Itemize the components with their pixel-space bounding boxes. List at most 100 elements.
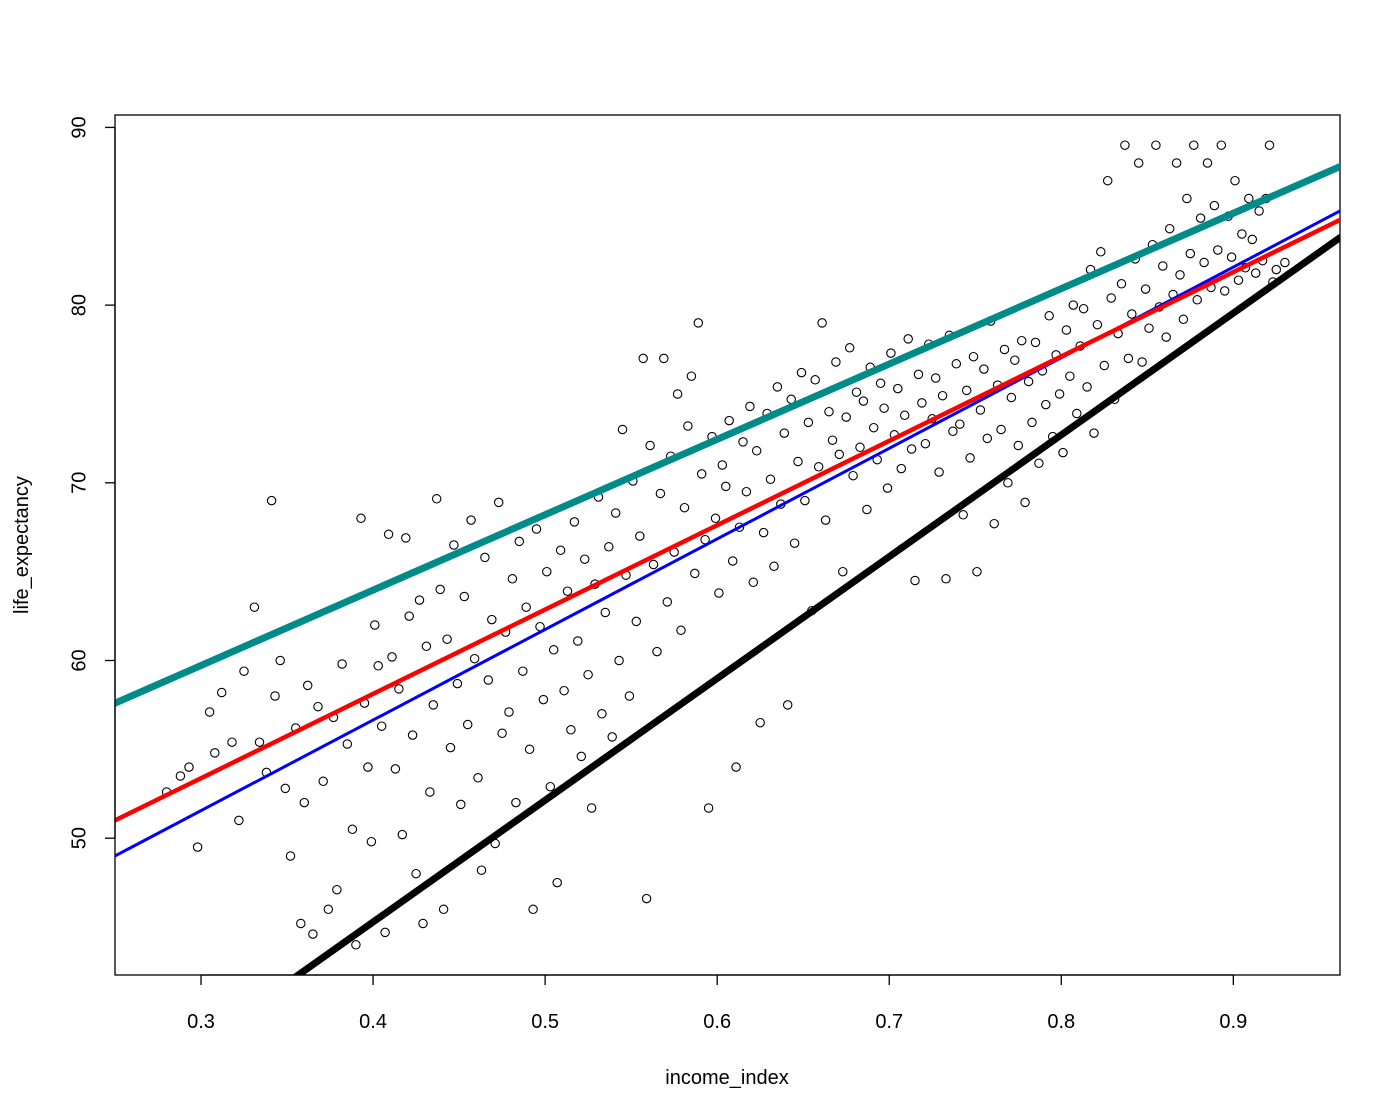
data-point <box>1061 325 1072 335</box>
data-point <box>459 591 470 602</box>
data-point <box>483 675 494 685</box>
data-point <box>617 424 628 435</box>
data-point <box>442 634 452 644</box>
data-point <box>690 568 700 579</box>
data-point <box>645 440 655 451</box>
data-point <box>1233 275 1244 285</box>
data-point <box>1216 140 1227 150</box>
data-point <box>652 646 662 657</box>
data-point <box>296 918 306 929</box>
data-point <box>679 502 690 513</box>
data-point <box>676 625 686 636</box>
data-point <box>394 684 404 694</box>
regression-line-4 <box>292 234 1340 975</box>
data-point <box>210 748 220 758</box>
data-point <box>683 421 693 431</box>
data-point <box>514 536 525 547</box>
y-axis: 50 60 70 80 90 <box>68 116 116 849</box>
data-point <box>302 680 313 691</box>
data-point <box>848 470 858 481</box>
data-point <box>751 446 762 456</box>
data-point <box>968 351 979 362</box>
data-point <box>1096 247 1106 257</box>
data-point <box>1247 234 1258 245</box>
data-point <box>817 318 827 328</box>
data-point <box>827 435 838 445</box>
data-point <box>662 597 673 607</box>
data-point <box>731 762 741 772</box>
data-point <box>1006 392 1017 403</box>
data-point <box>724 415 734 426</box>
data-point <box>824 406 834 417</box>
data-point <box>765 474 776 485</box>
data-point <box>1030 337 1041 348</box>
x-tick-label: 0.8 <box>1047 1011 1075 1033</box>
data-point <box>738 437 748 447</box>
data-point <box>930 373 941 383</box>
data-point <box>858 396 869 406</box>
data-point <box>356 513 366 524</box>
data-point <box>782 700 793 710</box>
data-point <box>538 694 549 705</box>
data-point <box>820 515 831 525</box>
data-point <box>1151 140 1161 150</box>
data-point <box>586 803 597 813</box>
data-point <box>266 495 277 506</box>
x-axis: 0.3 0.4 0.5 0.6 0.7 0.8 0.9 <box>187 974 1247 1033</box>
data-point <box>1202 158 1213 168</box>
data-point <box>703 803 714 813</box>
data-point <box>831 357 841 367</box>
data-point <box>1226 252 1237 262</box>
data-point <box>1034 458 1044 469</box>
data-point <box>1271 264 1282 275</box>
data-point <box>507 574 518 584</box>
data-point <box>813 462 824 472</box>
data-point <box>1164 223 1175 234</box>
data-point <box>955 419 965 429</box>
data-point <box>844 343 855 353</box>
data-point <box>1264 140 1275 150</box>
data-point <box>1078 303 1089 314</box>
data-point <box>999 344 1010 355</box>
data-point <box>373 661 383 671</box>
data-point <box>583 669 593 680</box>
data-point <box>714 588 724 598</box>
x-tick-label: 0.4 <box>359 1011 387 1033</box>
data-point <box>342 739 353 749</box>
data-point <box>748 577 759 588</box>
data-point <box>886 348 896 358</box>
data-point <box>1209 200 1220 211</box>
data-point <box>879 403 889 413</box>
data-point <box>800 495 810 506</box>
data-point <box>337 659 347 669</box>
data-point <box>249 602 260 612</box>
data-point <box>299 797 310 808</box>
data-point <box>576 751 587 762</box>
data-point <box>789 538 800 548</box>
data-point <box>569 517 580 527</box>
data-point <box>347 824 358 835</box>
data-point <box>573 636 583 646</box>
data-point <box>473 773 483 783</box>
data-point <box>380 927 390 938</box>
data-point <box>323 904 334 915</box>
data-point <box>1068 300 1079 310</box>
data-point <box>989 518 999 529</box>
data-point <box>937 390 948 401</box>
data-point <box>1178 314 1189 325</box>
data-point <box>810 375 820 385</box>
data-point <box>793 456 803 467</box>
data-point <box>1044 311 1054 321</box>
data-point <box>285 851 296 861</box>
x-tick-label: 0.5 <box>531 1011 559 1033</box>
data-point <box>717 460 728 470</box>
data-point <box>868 422 879 433</box>
data-point <box>710 513 721 524</box>
data-point <box>910 575 920 586</box>
data-point <box>941 574 951 584</box>
data-point <box>672 389 683 399</box>
data-point <box>686 371 697 381</box>
data-point <box>755 717 765 728</box>
data-point <box>421 641 432 652</box>
data-point <box>418 918 428 929</box>
